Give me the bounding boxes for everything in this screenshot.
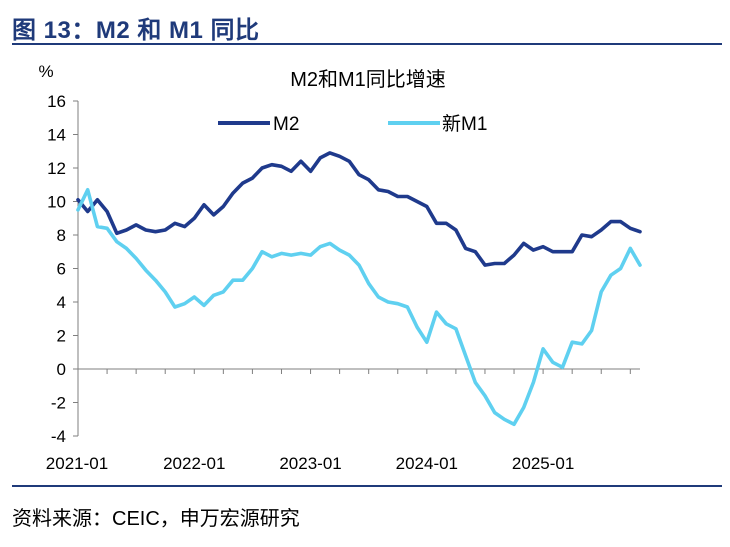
y-tick-label: 4 xyxy=(57,293,66,312)
y-tick-label: 16 xyxy=(47,92,66,111)
y-axis-unit-label: % xyxy=(38,62,53,81)
series-line-m2 xyxy=(76,151,642,267)
chart-legend: M2 新M1 xyxy=(218,113,487,135)
y-tick-label: -4 xyxy=(51,427,66,446)
x-tick-label: 2023-01 xyxy=(279,454,341,473)
x-tick-label: 2021-01 xyxy=(46,454,108,473)
y-tick-label: 6 xyxy=(57,260,66,279)
legend-label: M2 xyxy=(273,114,299,135)
x-tick-label: 2025-01 xyxy=(512,454,574,473)
y-tick-label: -2 xyxy=(51,394,66,413)
y-tick-label: 10 xyxy=(47,193,66,212)
y-tick-label: 12 xyxy=(47,159,66,178)
y-tick-label: 2 xyxy=(57,327,66,346)
y-tick-label: 0 xyxy=(57,360,66,379)
source-note: 资料来源：CEIC，申万宏源研究 xyxy=(12,508,300,530)
title-divider xyxy=(12,43,722,45)
series-line-new-m1 xyxy=(76,188,642,427)
x-tick-label: 2022-01 xyxy=(163,454,225,473)
x-tick-label: 2024-01 xyxy=(396,454,458,473)
y-tick-label: 14 xyxy=(47,126,66,145)
chart-axes: -4 -2 0 2 4 6 8 10 12 14 16 2021-01 2022-01 2023-01 20… xyxy=(46,92,640,473)
y-tick-label: 8 xyxy=(57,226,66,245)
chart-title: M2和M1同比增速 xyxy=(290,68,446,91)
chart-series xyxy=(76,151,642,427)
legend-label: 新M1 xyxy=(442,113,487,135)
figure-title: 图 13：M2 和 M1 同比 xyxy=(12,17,260,44)
footer-divider xyxy=(12,485,722,487)
line-chart: -4 -2 0 2 4 6 8 10 12 14 16 2021-01 2022-01 2023-01 20… xyxy=(38,62,642,473)
